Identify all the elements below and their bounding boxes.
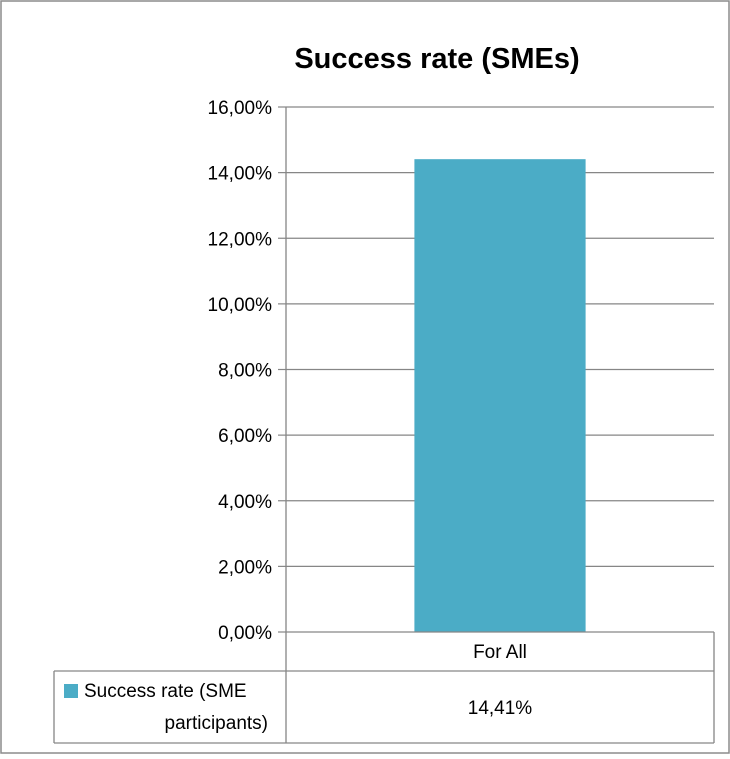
y-tick-label: 0,00% bbox=[218, 623, 272, 644]
y-tick-label: 14,00% bbox=[208, 164, 273, 185]
y-tick-label: 6,00% bbox=[218, 426, 272, 447]
y-tick-label: 2,00% bbox=[218, 557, 272, 578]
legend-label: Success rate (SME bbox=[84, 681, 247, 702]
y-tick-label: 4,00% bbox=[218, 492, 272, 513]
bars bbox=[414, 159, 586, 632]
x-tick-label: For All bbox=[473, 642, 527, 663]
y-tick-label: 16,00% bbox=[208, 98, 273, 119]
legend-swatch bbox=[64, 684, 78, 698]
y-tick-label: 10,00% bbox=[208, 295, 273, 316]
chart-title: Success rate (SMEs) bbox=[294, 43, 579, 75]
legend-label: participants) bbox=[165, 713, 269, 734]
y-axis-ticks: 0,00% 2,00% 4,00% 6,00% 8,00% 10,00% 12,00% 14,… bbox=[208, 98, 286, 644]
y-tick-label: 12,00% bbox=[208, 229, 273, 250]
data-table-value: 14,41% bbox=[468, 698, 533, 719]
y-tick-label: 8,00% bbox=[218, 361, 272, 382]
data-table bbox=[53, 632, 715, 744]
bar-1 bbox=[414, 159, 586, 632]
